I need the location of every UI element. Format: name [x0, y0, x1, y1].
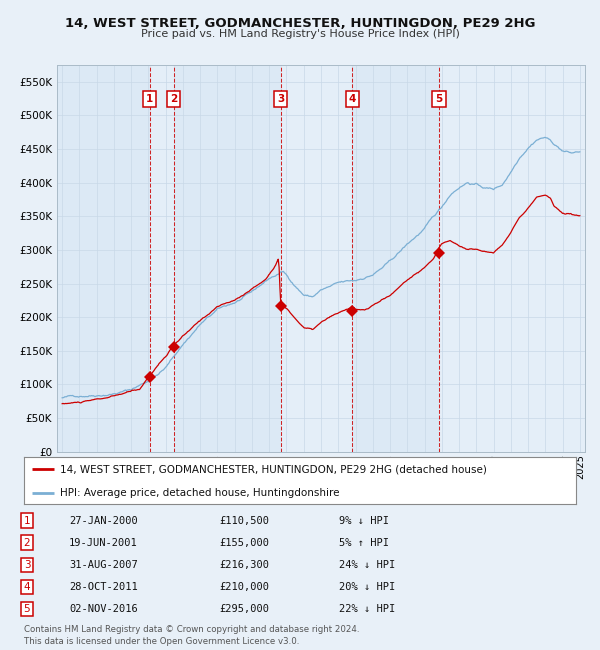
Text: 24% ↓ HPI: 24% ↓ HPI	[339, 560, 395, 570]
Text: 28-OCT-2011: 28-OCT-2011	[69, 582, 138, 592]
Text: HPI: Average price, detached house, Huntingdonshire: HPI: Average price, detached house, Hunt…	[60, 488, 340, 497]
Bar	[281, 65, 352, 452]
Bar	[149, 65, 173, 452]
Text: £210,000: £210,000	[219, 582, 269, 592]
Bar	[352, 65, 439, 452]
Text: 2: 2	[23, 538, 31, 548]
Text: £216,300: £216,300	[219, 560, 269, 570]
Text: 5: 5	[436, 94, 443, 103]
Text: £155,000: £155,000	[219, 538, 269, 548]
Text: 22% ↓ HPI: 22% ↓ HPI	[339, 604, 395, 614]
Bar	[439, 65, 585, 452]
Text: Price paid vs. HM Land Registry's House Price Index (HPI): Price paid vs. HM Land Registry's House …	[140, 29, 460, 39]
Text: 20% ↓ HPI: 20% ↓ HPI	[339, 582, 395, 592]
Text: 4: 4	[23, 582, 31, 592]
Text: 14, WEST STREET, GODMANCHESTER, HUNTINGDON, PE29 2HG: 14, WEST STREET, GODMANCHESTER, HUNTINGD…	[65, 17, 535, 30]
Text: 02-NOV-2016: 02-NOV-2016	[69, 604, 138, 614]
Text: 31-AUG-2007: 31-AUG-2007	[69, 560, 138, 570]
Text: 1: 1	[23, 515, 31, 526]
Bar	[57, 65, 149, 452]
Text: 9% ↓ HPI: 9% ↓ HPI	[339, 515, 389, 526]
Text: £110,500: £110,500	[219, 515, 269, 526]
Text: 1: 1	[146, 94, 153, 103]
Text: 5: 5	[23, 604, 31, 614]
Text: 19-JUN-2001: 19-JUN-2001	[69, 538, 138, 548]
Text: 3: 3	[277, 94, 284, 103]
Text: 27-JAN-2000: 27-JAN-2000	[69, 515, 138, 526]
Text: 5% ↑ HPI: 5% ↑ HPI	[339, 538, 389, 548]
Text: 4: 4	[349, 94, 356, 103]
Text: £295,000: £295,000	[219, 604, 269, 614]
Text: 2: 2	[170, 94, 177, 103]
Text: Contains HM Land Registry data © Crown copyright and database right 2024.: Contains HM Land Registry data © Crown c…	[24, 625, 359, 634]
Text: This data is licensed under the Open Government Licence v3.0.: This data is licensed under the Open Gov…	[24, 637, 299, 646]
Bar	[173, 65, 281, 452]
Text: 3: 3	[23, 560, 31, 570]
Text: 14, WEST STREET, GODMANCHESTER, HUNTINGDON, PE29 2HG (detached house): 14, WEST STREET, GODMANCHESTER, HUNTINGD…	[60, 464, 487, 474]
